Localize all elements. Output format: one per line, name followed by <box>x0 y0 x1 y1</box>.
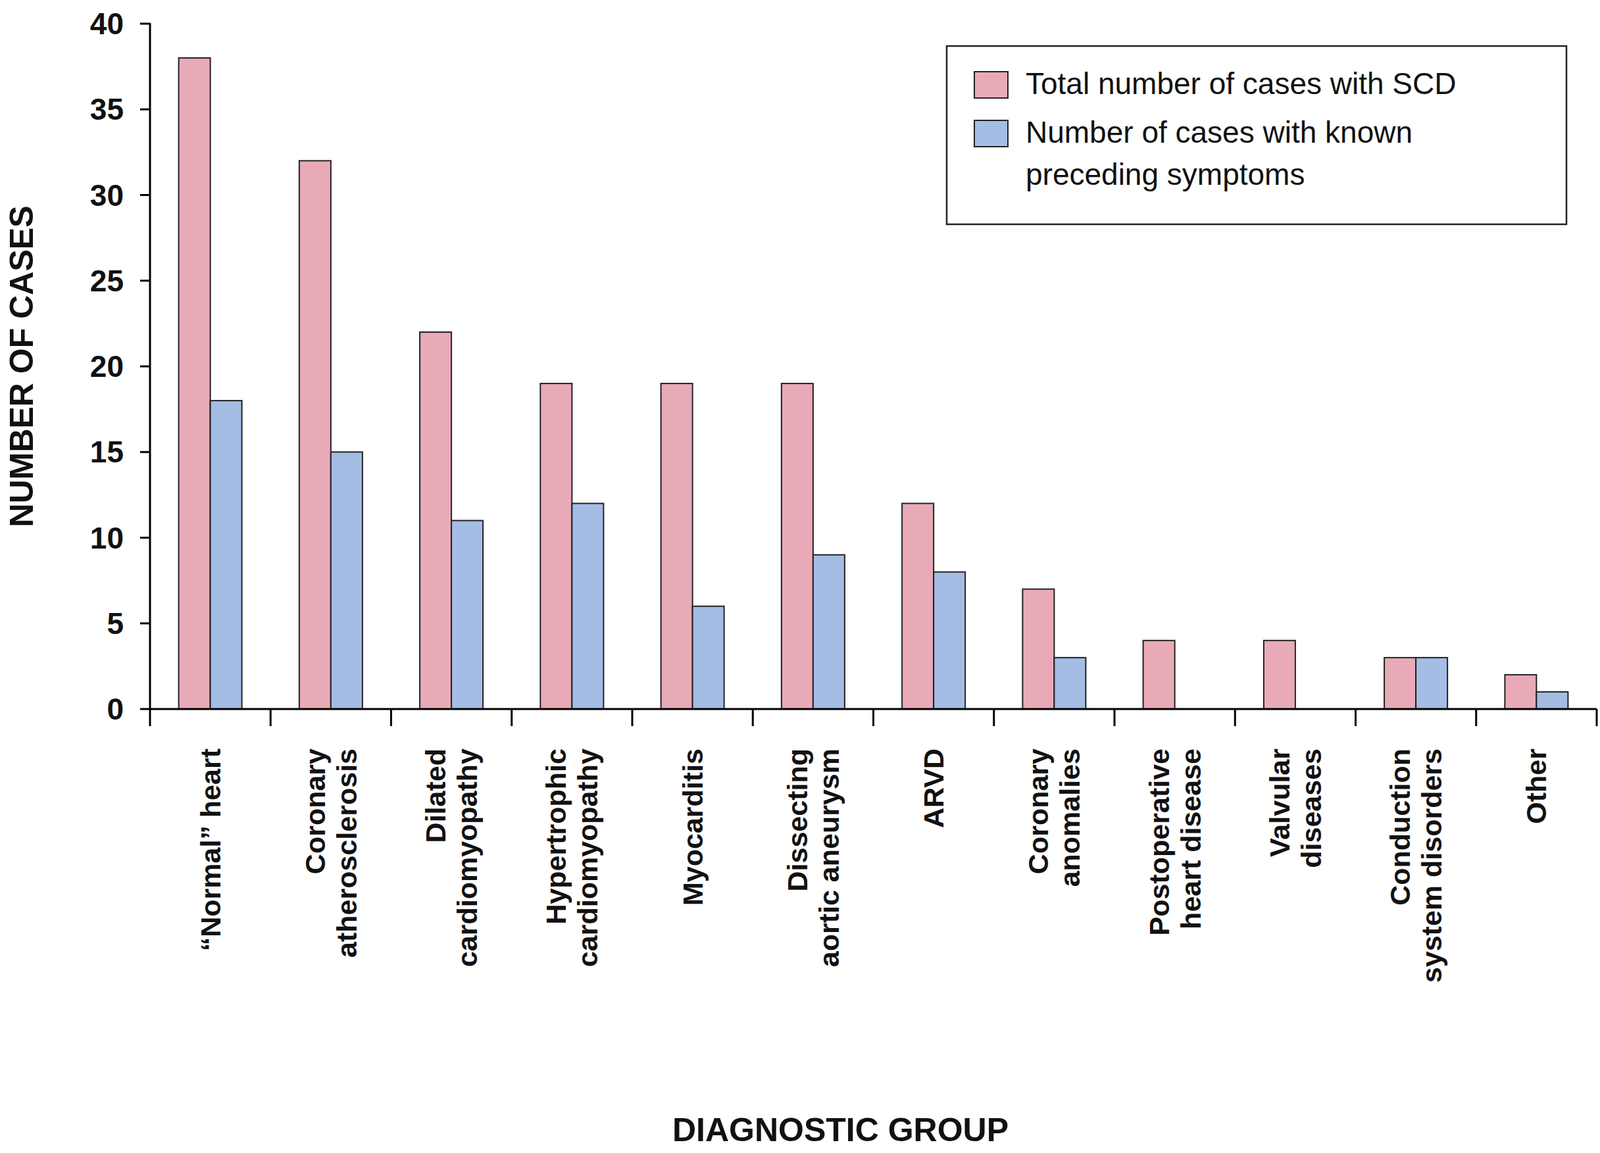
bar <box>661 383 693 710</box>
bar <box>813 555 845 710</box>
label-line: “Normal” heart <box>194 748 227 952</box>
y-tick <box>140 279 150 282</box>
x-tick-label: Coronaryanomalies <box>1022 748 1086 887</box>
bar <box>210 400 243 710</box>
bar <box>1263 640 1296 710</box>
bar <box>1536 692 1568 710</box>
x-tick <box>149 709 152 727</box>
legend-label: Total number of cases with SCD <box>1025 66 1457 101</box>
x-tick-label: Conductionsystem disorders <box>1384 748 1448 983</box>
x-tick <box>1113 709 1116 727</box>
label-line: system disorders <box>1415 748 1448 983</box>
y-tick <box>140 108 150 111</box>
label-line: anomalies <box>1053 748 1086 887</box>
label-line: Other <box>1520 748 1552 825</box>
y-tick-label: 15 <box>90 434 124 470</box>
x-tick-label: Dilatedcardiomyopathy <box>419 748 483 968</box>
x-tick <box>992 709 995 727</box>
x-tick-label: Coronaryatherosclerosis <box>299 748 363 958</box>
chart: 0510152025303540“Normal” heartCoronaryat… <box>0 0 1600 1153</box>
legend-swatch <box>974 120 1008 147</box>
x-tick <box>872 709 875 727</box>
x-tick <box>1596 709 1599 727</box>
bar <box>178 57 211 710</box>
label-line: Coronary <box>299 748 331 875</box>
label-line: cardiomyopathy <box>451 748 483 968</box>
label-line: Postoperative <box>1143 748 1175 936</box>
label-line: aortic aneurysm <box>813 748 845 968</box>
y-axis-title: NUMBER OF CASES <box>3 205 41 528</box>
x-axis-title: DIAGNOSTIC GROUP <box>672 1111 1009 1149</box>
x-tick <box>1475 709 1477 727</box>
label-line: ARVD <box>917 748 950 829</box>
x-tick <box>751 709 754 727</box>
bar <box>330 451 363 710</box>
y-tick-label: 20 <box>90 349 124 384</box>
label-line: preceding symptoms <box>1025 157 1305 192</box>
y-tick <box>140 23 150 25</box>
y-tick <box>140 194 150 197</box>
y-tick <box>140 451 150 454</box>
bar <box>933 572 966 710</box>
x-tick-label: Postoperativeheart disease <box>1143 748 1207 936</box>
y-tick-label: 35 <box>90 92 124 127</box>
x-tick <box>1234 709 1237 727</box>
x-tick-label: “Normal” heart <box>194 748 227 952</box>
label-line: heart disease <box>1175 748 1207 930</box>
label-line: Dilated <box>419 748 452 843</box>
y-tick-label: 5 <box>106 606 124 641</box>
y-tick <box>140 622 150 625</box>
bar <box>1504 675 1537 710</box>
label-line: Myocarditis <box>676 748 709 906</box>
label-line: atherosclerosis <box>330 748 363 958</box>
bar <box>1415 657 1448 710</box>
legend-swatch <box>974 71 1008 99</box>
bar <box>419 332 452 710</box>
bar <box>781 383 814 710</box>
bar <box>1143 640 1175 710</box>
x-tick <box>1354 709 1357 727</box>
x-tick <box>390 709 393 727</box>
legend-label: Number of cases with known preceding symp… <box>1025 115 1413 192</box>
x-tick-label: Other <box>1520 748 1552 825</box>
x-tick <box>631 709 634 727</box>
label-line: Number of cases with known <box>1025 115 1413 150</box>
bar <box>299 160 331 710</box>
label-line: Total number of cases with SCD <box>1025 66 1457 101</box>
x-tick-label: ARVD <box>917 748 950 829</box>
label-line: cardiomyopathy <box>571 748 604 968</box>
label-line: Hypertrophic <box>540 748 572 925</box>
x-tick-label: Dissectingaortic aneurysm <box>781 748 845 968</box>
legend: Total number of cases with SCD Number of … <box>946 46 1567 225</box>
y-tick <box>140 365 150 368</box>
y-tick <box>140 536 150 539</box>
legend-box <box>946 46 1567 225</box>
y-tick-label: 30 <box>90 178 124 213</box>
label-line: Valvular <box>1263 748 1296 858</box>
x-tick-label: Myocarditis <box>676 748 709 906</box>
bar <box>540 383 572 710</box>
y-tick-label: 10 <box>90 521 124 556</box>
label-line: Coronary <box>1022 748 1054 875</box>
x-tick <box>269 709 272 727</box>
bar <box>692 606 725 710</box>
bar <box>1384 657 1416 710</box>
x-tick-label: Hypertrophiccardiomyopathy <box>540 748 604 968</box>
bar <box>901 503 934 710</box>
bar <box>451 520 483 710</box>
y-tick-label: 40 <box>90 6 124 41</box>
x-tick-label: Valvulardiseases <box>1263 748 1327 869</box>
y-tick-label: 25 <box>90 263 124 299</box>
x-tick <box>510 709 513 727</box>
label-line: Dissecting <box>781 748 814 892</box>
bar <box>1053 657 1086 710</box>
bar <box>1022 589 1054 710</box>
bar <box>571 503 604 710</box>
label-line: Conduction <box>1384 748 1416 906</box>
label-line: diseases <box>1295 748 1327 869</box>
y-tick <box>140 708 150 711</box>
y-tick-label: 0 <box>106 692 124 727</box>
